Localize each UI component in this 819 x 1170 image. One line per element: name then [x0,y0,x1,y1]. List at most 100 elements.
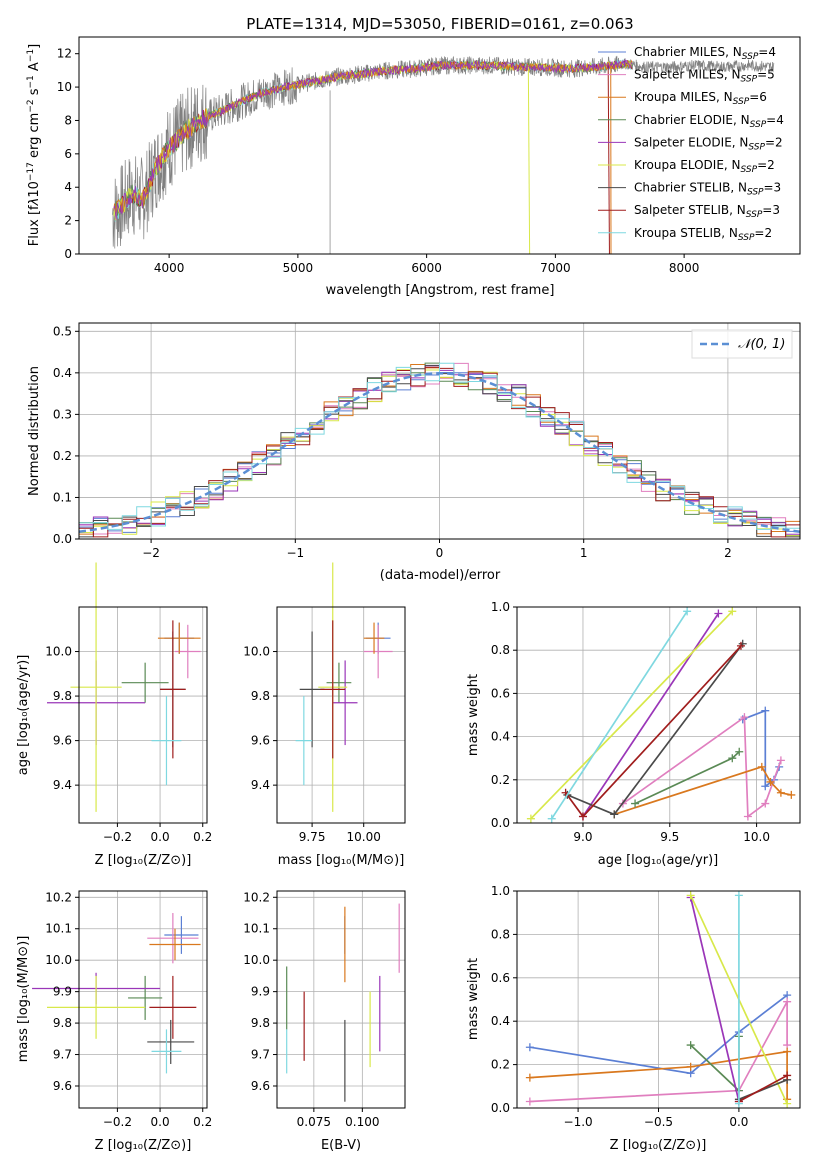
weight-marker-kroupa_miles [757,762,766,771]
spectrum-title: PLATE=1314, MJD=53050, FIBERID=0161, z=0… [246,15,633,33]
spectrum-ticks: 4000 5000 6000 7000 8000 0 2 4 6 8 10 12 [57,47,700,275]
x-tick-label: 1 [580,546,588,560]
x-tick-label: 10.00 [347,830,381,844]
x-tick-label: 8000 [669,261,700,275]
weight-marker-kroupa_elodie [728,607,737,616]
x-tick-label: 2 [724,546,732,560]
weight-vs-metallicity-ylabel: mass weight [466,958,481,1040]
residuals-plot-area [78,323,801,540]
age-vs-mass-plot-area [277,562,405,823]
y-tick-label: 9.8 [251,689,270,703]
weight-vs-metallicity-panel: −1.0 −0.5 0.0 0.0 0.2 0.4 0.6 0.8 1.0 Z [log₁₀(Z… [466,884,801,1153]
weight-marker-chabrier_elodie [735,747,744,756]
x-tick-label: −0.2 [103,830,132,844]
mass-vs-ebv-ticks: 0.075 0.100 9.6 9.7 9.8 9.9 10.0 10.1 10.2 [243,890,379,1129]
mass-vs-ebv-xlabel: E(B-V) [321,1138,361,1153]
age-vs-metallicity-axes-frame [78,606,208,824]
y-tick-label: 0.0 [491,1101,510,1115]
normal-curve-legend-label: 𝒩(0, 1) [738,337,785,352]
weight-marker-salpeter_stelib [736,641,745,650]
age-vs-mass-xlabel: mass [log₁₀(M/M⊙)] [278,853,405,868]
weight-line-salpeter_elodie [582,613,720,817]
weight-vs-age-axes-frame [516,606,801,824]
x-tick-label: −0.2 [103,1115,132,1129]
residuals-legend: 𝒩(0, 1) [691,329,793,359]
x-tick-label: 9.0 [573,830,592,844]
weight-marker-kroupa_miles [686,1062,695,1071]
weight-marker-salpeter_miles [525,1097,534,1106]
x-tick-label: 0.075 [297,1115,331,1129]
residuals-ylabel: Normed distribution [27,366,42,496]
x-tick-label: 0.2 [193,1115,212,1129]
mass-vs-metallicity-ylabel: mass [log₁₀(M/M⊙)] [16,936,31,1063]
x-tick-label: 4000 [154,261,185,275]
y-tick-label: 0.4 [491,1014,510,1028]
weight-marker-salpeter_miles [783,997,792,1006]
weight-line-salpeter_stelib [738,1074,788,1103]
y-tick-label: 0.4 [491,730,510,744]
legend-label-chabrier_elodie: Chabrier ELODIE, NSSP=4 [634,113,784,130]
weight-marker-salpeter_miles [776,756,785,765]
weight-marker-chabrier_elodie [686,1041,695,1050]
y-tick-label: 6 [64,147,72,161]
x-tick-label: 0 [436,546,444,560]
legend-label-chabrier_miles: Chabrier MILES, NSSP=4 [634,45,776,62]
x-tick-label: 9.5 [660,830,679,844]
y-tick-label: 0.2 [491,773,510,787]
age-vs-metallicity-xlabel: Z [log₁₀(Z/Z⊙)] [95,853,192,868]
mass-vs-metallicity-axes-frame [78,890,208,1109]
x-tick-label: 0.0 [151,830,170,844]
weight-marker-kroupa_miles [776,788,785,797]
y-tick-label: 0.2 [491,1058,510,1072]
weight-marker-kroupa_elodie [686,891,695,900]
residuals-ticks: −2 −1 0 1 2 0.0 0.1 0.2 0.3 0.4 0.5 [53,324,732,560]
y-tick-label: 10.0 [45,953,72,967]
spectrum-axes-frame [78,36,801,255]
mass-vs-metallicity-panel: −0.2 0.0 0.2 9.6 9.7 9.8 9.9 10.0 10.1 10.2 Z [lo… [16,890,212,1153]
weight-vs-age-ylabel: mass weight [466,674,481,756]
y-tick-label: 9.4 [53,778,72,792]
observed-spectrum-line [112,55,775,249]
weight-marker-chabrier_miles [525,1043,534,1052]
weight-vs-age-panel: 9.0 9.5 10.0 0.0 0.2 0.4 0.6 0.8 1.0 age [log₁₀(… [466,600,801,868]
x-tick-label: 0.2 [193,830,212,844]
x-tick-label: 9.75 [299,830,326,844]
y-tick-label: 0.0 [491,816,510,830]
age-vs-metallicity-ylabel: age [log₁₀(age/yr)] [16,655,31,776]
weight-vs-metallicity-plot-area [517,890,800,1109]
y-tick-label: 9.9 [251,985,270,999]
y-tick-label: 9.6 [251,1079,270,1093]
residuals-panel: −2 −1 0 1 2 0.0 0.1 0.2 0.3 0.4 0.5 (data-model)/e… [27,322,801,583]
x-tick-label: 7000 [540,261,571,275]
spectrum-xlabel: wavelength [Angstrom, rest frame] [326,283,555,298]
y-tick-label: 0.6 [491,971,510,985]
x-tick-label: 6000 [411,261,442,275]
y-tick-label: 10 [57,80,72,94]
y-tick-label: 10.2 [45,890,72,904]
model-spectrum-salpeter_elodie [113,59,633,220]
weight-marker-chabrier_elodie [728,754,737,763]
y-tick-label: 9.6 [251,734,270,748]
weight-marker-kroupa_stelib [547,814,556,823]
weight-marker-salpeter_miles [743,812,752,821]
legend-label-salpeter_elodie: Salpeter ELODIE, NSSP=2 [634,135,783,152]
legend-label-kroupa_stelib: Kroupa STELIB, NSSP=2 [634,226,772,243]
y-tick-label: 10.1 [45,922,72,936]
weight-line-kroupa_stelib [550,610,688,820]
weight-vs-metallicity-xlabel: Z [log₁₀(Z/Z⊙)] [610,1138,707,1153]
weight-vs-age-xlabel: age [log₁₀(age/yr)] [598,853,719,868]
normal-distribution-curve [78,372,801,533]
weight-marker-kroupa_miles [787,790,796,799]
model-dropout-line [527,67,531,255]
mass-vs-ebv-plot-area [277,891,405,1108]
legend-label-chabrier_stelib: Chabrier STELIB, NSSP=3 [634,181,781,198]
y-tick-label: 0.2 [53,449,72,463]
y-tick-label: 10.0 [243,953,270,967]
y-tick-label: 0.1 [53,490,72,504]
y-tick-label: 0.0 [53,532,72,546]
spectrum-legend: Chabrier MILES, NSSP=4 Salpeter MILES, NS… [598,45,784,243]
weight-line-chabrier_miles [529,994,788,1075]
y-tick-label: 9.6 [53,1079,72,1093]
spectrum-panel: PLATE=1314, MJD=53050, FIBERID=0161, z=0… [26,15,801,298]
